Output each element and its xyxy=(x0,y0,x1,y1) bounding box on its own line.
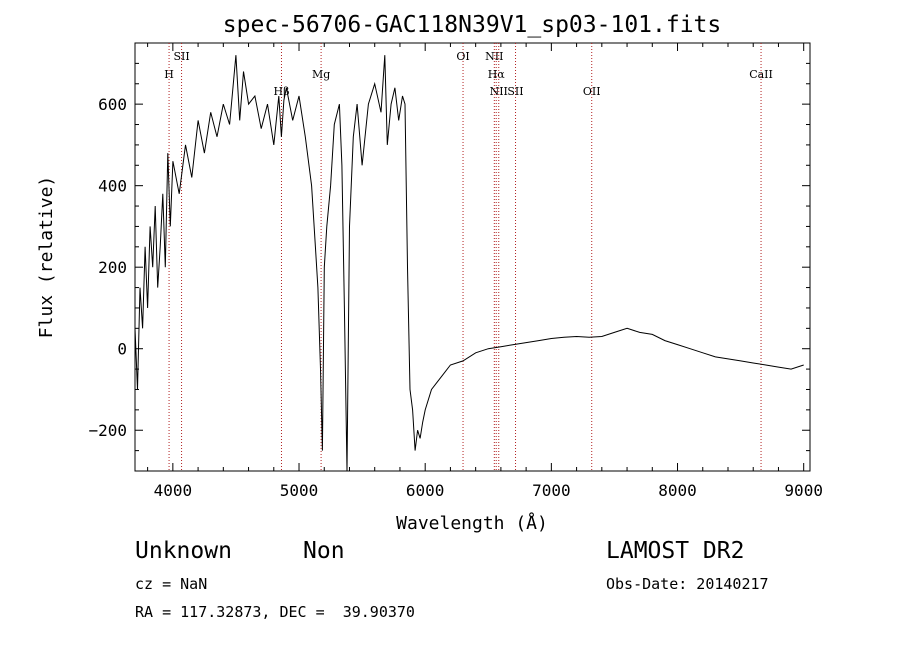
y-tick-label: 0 xyxy=(117,340,127,359)
survey-name: LAMOST DR2 xyxy=(606,538,745,564)
object-class: Unknown xyxy=(135,538,232,564)
line-marker-label: Hα xyxy=(488,68,506,81)
line-marker-label: SII xyxy=(173,50,189,63)
x-tick-label: 4000 xyxy=(154,481,193,500)
coordinates: RA = 117.32873, DEC = 39.90370 xyxy=(135,603,415,621)
x-tick-label: 9000 xyxy=(784,481,823,500)
chart-title: spec-56706-GAC118N39V1_sp03-101.fits xyxy=(223,12,722,38)
redshift-value: cz = NaN xyxy=(135,575,208,593)
x-tick-label: 5000 xyxy=(280,481,319,500)
spectrum-chart: spec-56706-GAC118N39V1_sp03-101.fits H SI… xyxy=(36,12,823,534)
x-tick-label: 8000 xyxy=(658,481,697,500)
x-axis: 4000 5000 6000 7000 8000 9000 xyxy=(147,43,823,500)
y-tick-label: 600 xyxy=(98,95,127,114)
y-tick-label: 400 xyxy=(98,177,127,196)
line-marker-label: CaII xyxy=(749,68,773,81)
x-tick-label: 7000 xyxy=(532,481,571,500)
plot-frame xyxy=(134,42,811,472)
spectrum-line xyxy=(134,55,804,472)
y-axis: −200 0 200 400 600 xyxy=(88,62,810,472)
line-marker-label: Mg xyxy=(312,68,330,81)
y-axis-label: Flux (relative) xyxy=(36,176,57,339)
line-marker-label: OI xyxy=(456,50,469,63)
line-marker-label: NII xyxy=(485,50,503,63)
obs-date: Obs-Date: 20140217 xyxy=(606,575,769,593)
x-axis-label: Wavelength (Å) xyxy=(396,512,548,534)
line-marker-label: H xyxy=(164,68,174,81)
y-tick-label: −200 xyxy=(88,421,127,440)
line-marker-label: OII xyxy=(583,85,601,98)
y-tick-label: 200 xyxy=(98,258,127,277)
line-marker-label: SII xyxy=(507,85,523,98)
x-tick-label: 6000 xyxy=(406,481,445,500)
line-marker-label: NII xyxy=(490,85,508,98)
object-subclass: Non xyxy=(303,538,345,564)
